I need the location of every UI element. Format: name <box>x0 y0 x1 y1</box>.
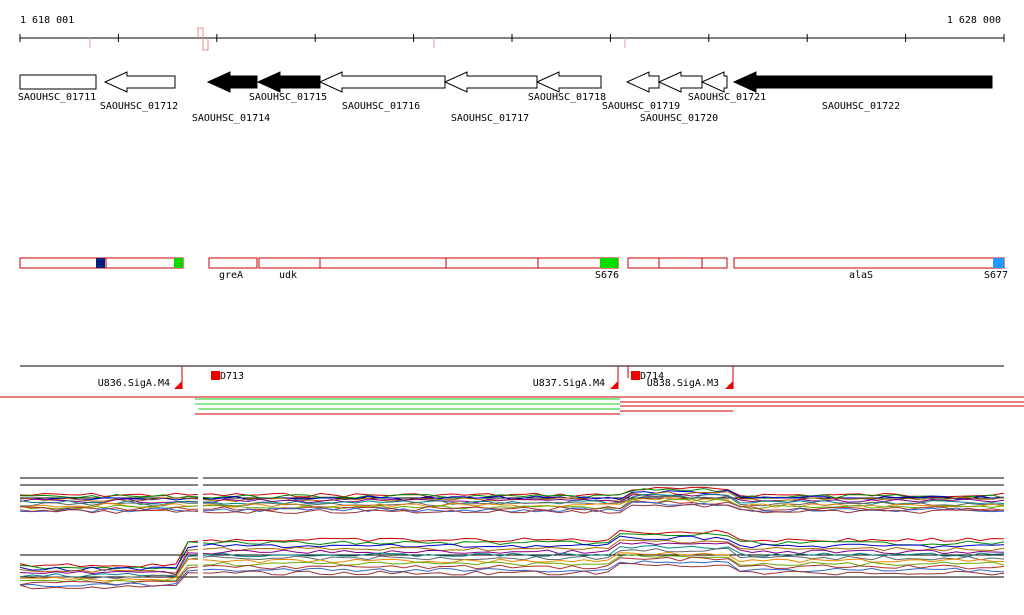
gene-label: SAOUHSC_01721 <box>688 92 766 103</box>
promoter-flag <box>174 381 182 389</box>
operon <box>208 257 258 269</box>
expression-line <box>19 560 1005 588</box>
operon-label: udk <box>279 270 297 281</box>
gene-label: SAOUHSC_01720 <box>640 113 718 124</box>
promoter-label: U836.SigA.M4 <box>98 378 170 389</box>
promoter-box <box>631 371 640 380</box>
signal-mark <box>197 27 209 51</box>
operon-marker <box>174 258 183 268</box>
operon <box>733 257 1005 269</box>
gene-label: SAOUHSC_01716 <box>342 101 420 112</box>
expression-line <box>19 496 1005 508</box>
axis-start: 1 618 001 <box>20 15 74 26</box>
gene <box>318 71 446 93</box>
operon-label: S677 <box>984 270 1008 281</box>
gene-label: SAOUHSC_01722 <box>822 101 900 112</box>
gene-label: SAOUHSC_01712 <box>100 101 178 112</box>
expression-line <box>19 562 1005 590</box>
operon-marker <box>96 258 105 268</box>
operon-marker <box>600 258 618 268</box>
expression-line <box>19 535 1005 572</box>
gene <box>443 71 538 93</box>
gene-label: SAOUHSC_01714 <box>192 113 270 124</box>
expr-gap <box>198 476 203 586</box>
promoter-box <box>211 371 220 380</box>
expression-line <box>19 532 1005 570</box>
gene <box>206 71 258 93</box>
expression-line <box>19 544 1005 578</box>
gene <box>535 71 602 93</box>
operon <box>627 257 728 269</box>
expression-line <box>19 495 1005 507</box>
promoter-label: D713 <box>220 371 244 382</box>
expression-line <box>19 498 1005 510</box>
promoter-label: D714 <box>640 371 664 382</box>
expression-line <box>19 491 1005 502</box>
gene-label: SAOUHSC_01717 <box>451 113 529 124</box>
expression-line <box>19 529 1005 568</box>
gene <box>732 71 993 93</box>
operon-label: S676 <box>595 270 619 281</box>
axis-end: 1 628 000 <box>947 15 1001 26</box>
expression-line <box>19 553 1005 584</box>
operon-marker <box>993 258 1004 268</box>
operon <box>258 257 619 269</box>
gene-label: SAOUHSC_01718 <box>528 92 606 103</box>
expression-line <box>19 551 1005 582</box>
promoter-label: U837.SigA.M4 <box>533 378 605 389</box>
expression-line <box>19 486 1005 498</box>
expression-line <box>19 556 1005 586</box>
expression-line <box>19 539 1005 574</box>
expression-line <box>19 503 1005 514</box>
promoter-flag <box>725 381 733 389</box>
expression-line <box>19 501 1005 513</box>
gene <box>700 71 728 93</box>
gene <box>103 71 176 93</box>
gene <box>625 71 660 93</box>
expression-line <box>19 487 1005 500</box>
gene-label: SAOUHSC_01711 <box>18 92 96 103</box>
gene <box>256 71 321 93</box>
gene-label: SAOUHSC_01715 <box>249 92 327 103</box>
expression-line <box>19 500 1005 512</box>
operon-label: greA <box>219 270 243 281</box>
gene-label: SAOUHSC_01719 <box>602 101 680 112</box>
gene <box>19 74 97 90</box>
promoter-label: U838.SigA.M3 <box>647 378 719 389</box>
gene <box>657 71 703 93</box>
promoter-flag <box>610 381 618 389</box>
expression-line <box>19 542 1005 576</box>
operon-label: alaS <box>849 270 873 281</box>
